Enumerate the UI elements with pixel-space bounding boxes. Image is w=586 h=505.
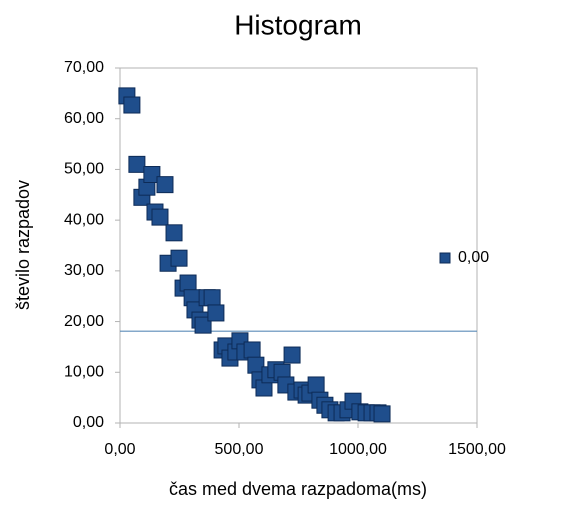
marker (243, 341, 261, 359)
y-tick-label: 10,00 (64, 364, 104, 381)
y-tick-label: 50,00 (64, 161, 104, 178)
marker (123, 96, 141, 114)
x-tick-label: 0,00 (104, 441, 135, 458)
marker (143, 166, 161, 183)
marker (283, 346, 301, 364)
marker (203, 289, 221, 307)
x-axis-label: čas med dvema razpadoma(ms) (169, 479, 427, 499)
plot-frame (119, 67, 478, 424)
marker (179, 274, 197, 292)
y-tick-label: 20,00 (64, 313, 104, 330)
legend-label: 0,00 (458, 249, 489, 266)
y-tick-label: 70,00 (64, 59, 104, 76)
marker (194, 316, 212, 334)
marker (128, 155, 146, 173)
y-axis-label: število razpadov (13, 180, 33, 310)
marker (165, 224, 183, 242)
marker (170, 249, 188, 267)
y-tick-label: 60,00 (64, 110, 104, 127)
x-tick-label: 500,00 (215, 441, 264, 458)
marker (373, 405, 391, 423)
marker (156, 176, 174, 194)
x-tick-label: 1500,00 (448, 441, 506, 458)
chart-title: Histogram (234, 9, 362, 40)
marker (207, 304, 225, 322)
marker (307, 376, 325, 394)
marker (151, 208, 169, 226)
legend-swatch (439, 252, 451, 264)
y-tick-label: 40,00 (64, 211, 104, 228)
y-tick-label: 0,00 (73, 414, 104, 431)
y-tick-label: 30,00 (64, 262, 104, 279)
x-tick-label: 1000,00 (329, 441, 387, 458)
